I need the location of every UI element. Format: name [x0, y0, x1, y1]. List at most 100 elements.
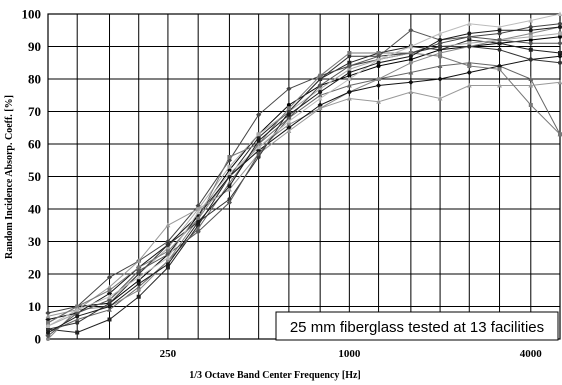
data-point — [346, 89, 352, 95]
data-point — [528, 24, 534, 30]
data-point — [227, 186, 232, 192]
data-point — [466, 34, 472, 40]
data-point — [466, 21, 472, 26]
data-point — [408, 27, 414, 33]
data-point — [256, 151, 262, 157]
data-point — [408, 51, 413, 55]
y-tick-label: 90 — [28, 39, 41, 54]
series-line — [47, 23, 561, 314]
series-10 — [46, 51, 562, 325]
data-point — [408, 69, 414, 75]
data-point — [497, 28, 502, 33]
data-point — [557, 79, 562, 85]
data-point — [286, 122, 291, 127]
data-point — [286, 106, 291, 111]
data-point — [467, 44, 472, 49]
data-point — [196, 216, 201, 221]
data-point — [165, 238, 171, 245]
data-point — [408, 43, 414, 49]
data-point — [195, 206, 201, 211]
data-point — [437, 63, 443, 68]
data-point — [346, 76, 352, 81]
y-tick-label: 0 — [35, 332, 42, 347]
data-point — [317, 92, 323, 98]
data-point — [346, 82, 352, 88]
data-point — [528, 82, 534, 88]
y-tick-label: 20 — [28, 267, 41, 282]
data-point — [437, 95, 443, 101]
data-point — [107, 307, 112, 312]
data-point — [286, 125, 292, 131]
series-group — [45, 11, 562, 341]
data-point — [286, 128, 292, 133]
data-point — [286, 115, 292, 121]
data-point — [227, 184, 232, 189]
data-point — [317, 105, 323, 111]
data-point — [74, 307, 80, 312]
data-point — [528, 76, 534, 81]
data-point — [136, 258, 142, 263]
data-point — [286, 109, 291, 114]
data-point — [136, 265, 141, 270]
data-point — [75, 314, 80, 319]
data-point — [496, 37, 503, 43]
data-point — [557, 40, 562, 46]
y-tick-label: 40 — [28, 202, 41, 217]
data-point — [256, 132, 261, 137]
data-point — [46, 330, 50, 335]
x-tick-label: 250 — [160, 348, 177, 360]
data-point — [256, 112, 262, 118]
data-point — [376, 99, 381, 104]
data-point — [286, 118, 292, 124]
y-tick-label: 100 — [22, 7, 42, 22]
x-axis-label: 1/3 Octave Band Center Frequency [Hz] — [189, 370, 361, 381]
data-point — [528, 34, 533, 39]
data-point — [466, 60, 472, 65]
data-point — [136, 278, 141, 283]
data-point — [165, 255, 171, 260]
y-tick-label: 30 — [28, 234, 41, 249]
data-point — [45, 313, 51, 319]
data-point — [45, 323, 51, 328]
data-point — [46, 327, 50, 332]
data-point — [196, 220, 201, 224]
data-point — [438, 54, 443, 59]
data-point — [317, 82, 323, 89]
data-point — [227, 168, 232, 172]
data-point — [557, 21, 562, 27]
data-point — [46, 337, 50, 341]
x-tick-labels: 250 1000 4000 — [160, 348, 543, 360]
data-point — [528, 47, 533, 52]
data-point — [497, 41, 502, 46]
annotation-text: 25 mm fiberglass tested at 13 facilities — [290, 319, 544, 336]
data-point — [467, 38, 472, 42]
data-point — [256, 144, 262, 150]
data-point — [227, 164, 232, 169]
data-point — [376, 51, 381, 55]
grid — [47, 13, 561, 340]
data-point — [528, 28, 533, 33]
y-tick-labels: 0 10 20 30 40 50 60 70 80 90 100 — [22, 7, 42, 347]
x-tick-label: 1000 — [338, 348, 361, 360]
data-point — [318, 90, 323, 94]
data-point — [408, 60, 413, 65]
data-point — [106, 274, 113, 280]
data-point — [75, 330, 80, 335]
data-point — [46, 320, 50, 325]
data-point — [408, 79, 414, 85]
data-point — [496, 30, 503, 37]
data-point — [558, 25, 562, 29]
data-point — [195, 225, 201, 231]
data-point — [107, 294, 112, 299]
data-point — [438, 51, 443, 55]
data-point — [136, 281, 141, 286]
series-line — [47, 29, 560, 337]
data-point — [438, 44, 443, 49]
series-12 — [45, 11, 562, 328]
data-point — [136, 288, 141, 293]
data-point — [165, 262, 170, 267]
series-line — [47, 62, 561, 333]
data-point — [74, 316, 80, 322]
data-point — [227, 155, 232, 159]
y-tick-label: 60 — [28, 137, 41, 152]
